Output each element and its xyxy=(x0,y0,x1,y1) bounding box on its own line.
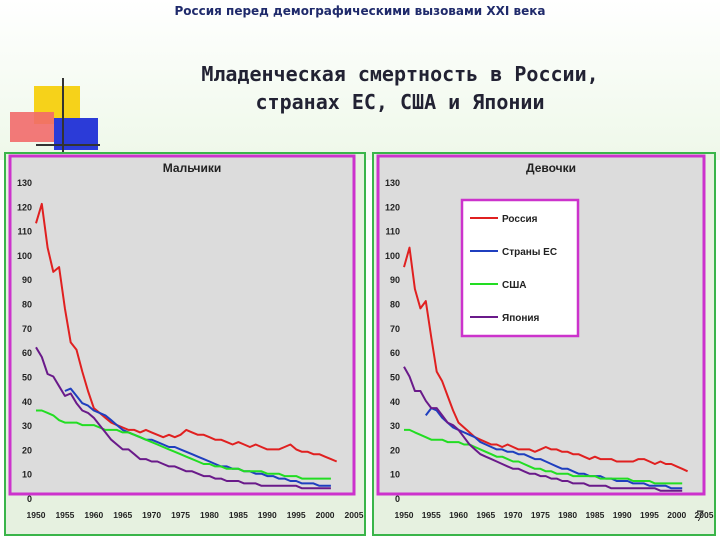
x-tick-label: 1950 xyxy=(395,510,414,520)
x-tick-label: 1970 xyxy=(142,510,161,520)
series-line-eu xyxy=(425,407,683,490)
chart-panel-girls: Девочки 0 10 20 30 40 50 60 70 80 90 100 110 120 130 19… xyxy=(372,152,716,536)
x-tick-label: 2000 xyxy=(316,510,335,520)
y-tick-label: 120 xyxy=(385,202,400,212)
legend-label: США xyxy=(502,280,527,291)
chart-girls: Девочки 0 10 20 30 40 50 60 70 80 90 100 110 120 130 19… xyxy=(376,154,714,520)
y-tick-label: 60 xyxy=(22,348,32,358)
y-tick-label: 100 xyxy=(385,251,400,261)
series-line-usa xyxy=(36,409,331,480)
y-tick-label: 80 xyxy=(22,300,32,310)
x-tick-label: 1960 xyxy=(449,510,468,520)
y-tick-label: 130 xyxy=(385,178,400,188)
x-tick-label: 1990 xyxy=(258,510,277,520)
decor-red-square xyxy=(10,112,54,142)
x-tick-label: 1965 xyxy=(113,510,132,520)
x-tick-label: 1950 xyxy=(27,510,46,520)
y-tick-label: 70 xyxy=(22,324,32,334)
series-line-usa xyxy=(404,428,683,485)
y-tick-label: 90 xyxy=(22,275,32,285)
x-tick-label: 1995 xyxy=(287,510,306,520)
y-tick-label: 110 xyxy=(385,227,400,237)
y-tick-label: 30 xyxy=(390,421,400,431)
page-title-line-2: странах ЕС, США и Японии xyxy=(255,90,545,114)
y-tick-label: 20 xyxy=(22,445,32,455)
series-line-japan xyxy=(403,366,683,492)
y-tick-label: 100 xyxy=(17,251,32,261)
x-tick-label: 2005 xyxy=(695,510,714,520)
y-tick-label: 120 xyxy=(17,202,32,212)
series-line-japan xyxy=(35,346,331,490)
y-tick-label: 130 xyxy=(17,178,32,188)
decor-horizontal-line xyxy=(36,144,100,146)
y-tick-label: 40 xyxy=(390,397,400,407)
x-tick-label: 1975 xyxy=(531,510,550,520)
x-tick-label: 1985 xyxy=(229,510,248,520)
page-number: 7 xyxy=(696,508,704,525)
background-gradient xyxy=(0,0,720,160)
y-tick-label: 40 xyxy=(22,397,32,407)
x-tick-label: 1960 xyxy=(84,510,103,520)
legend-label: Страны ЕС xyxy=(502,247,557,258)
header-subtitle: Россия перед демографическими вызовами X… xyxy=(174,4,546,18)
decor-vertical-line xyxy=(62,78,64,158)
y-tick-label: 20 xyxy=(390,445,400,455)
series-line-russia xyxy=(403,246,689,473)
x-tick-label: 1975 xyxy=(171,510,190,520)
x-tick-label: 1980 xyxy=(200,510,219,520)
chart-frame xyxy=(8,154,356,496)
x-tick-label: 1995 xyxy=(640,510,659,520)
legend-label: Россия xyxy=(502,214,538,225)
series-line-eu xyxy=(64,387,331,487)
y-tick-label: 50 xyxy=(22,372,32,382)
y-tick-label: 70 xyxy=(390,324,400,334)
y-tick-label: 90 xyxy=(390,275,400,285)
x-tick-label: 1985 xyxy=(585,510,604,520)
x-tick-label: 1990 xyxy=(613,510,632,520)
y-tick-label: 110 xyxy=(17,227,32,237)
y-tick-label: 60 xyxy=(390,348,400,358)
y-tick-label: 0 xyxy=(395,494,400,504)
y-tick-label: 10 xyxy=(22,470,32,480)
page-title: Младенческая смертность в России, страна… xyxy=(100,60,700,116)
page-title-line-1: Младенческая смертность в России, xyxy=(201,62,599,86)
series-line-russia xyxy=(35,202,338,463)
y-tick-label: 80 xyxy=(390,300,400,310)
legend-box xyxy=(460,198,580,338)
x-tick-label: 2000 xyxy=(667,510,686,520)
y-tick-label: 0 xyxy=(27,494,32,504)
chart-title: Мальчики xyxy=(163,161,222,175)
legend-label: Япония xyxy=(502,313,540,324)
x-tick-label: 1965 xyxy=(476,510,495,520)
x-tick-label: 1955 xyxy=(55,510,74,520)
y-tick-label: 30 xyxy=(22,421,32,431)
chart-boys: Мальчики 0 10 20 30 40 50 60 70 80 90 100 110 120 130 1… xyxy=(8,154,364,520)
chart-panel-boys: Мальчики 0 10 20 30 40 50 60 70 80 90 100 110 120 130 1… xyxy=(4,152,366,536)
y-tick-label: 10 xyxy=(390,470,400,480)
y-tick-label: 50 xyxy=(390,372,400,382)
x-tick-label: 1980 xyxy=(558,510,577,520)
x-tick-label: 2005 xyxy=(345,510,364,520)
chart-title: Девочки xyxy=(526,161,576,175)
x-tick-label: 1955 xyxy=(422,510,441,520)
x-tick-label: 1970 xyxy=(504,510,523,520)
